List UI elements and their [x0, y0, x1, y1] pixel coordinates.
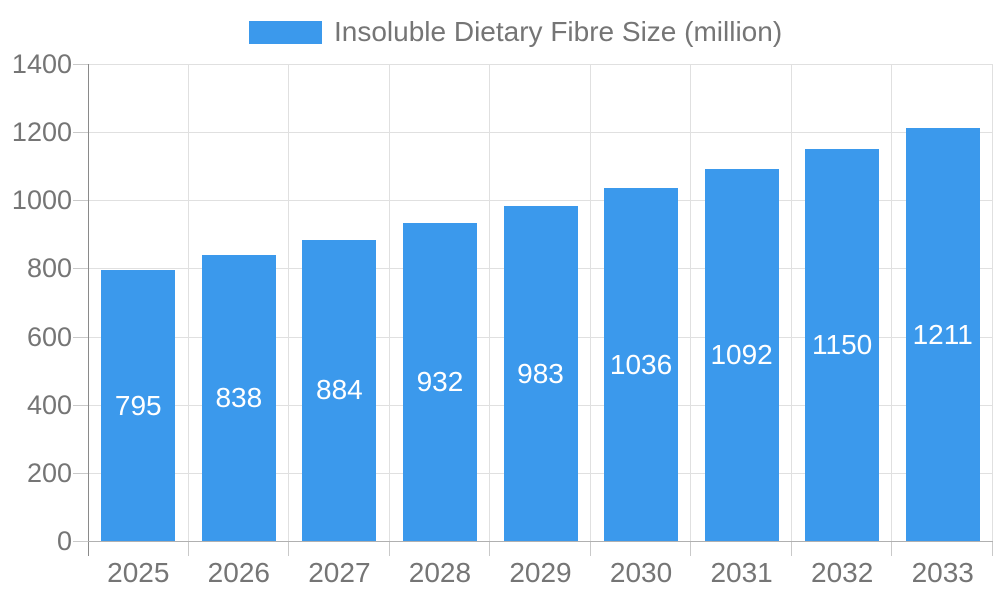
y-tick-label: 200: [26, 457, 72, 488]
y-gridline: [88, 64, 993, 65]
x-tick: [589, 541, 591, 556]
bar-value-label: 932: [416, 366, 464, 398]
x-tick: [489, 541, 491, 556]
bar: 795: [101, 270, 176, 541]
x-tick-label: 2025: [107, 557, 170, 588]
bar-value-label: 884: [316, 374, 363, 406]
x-tick: [891, 541, 893, 556]
x-tick-label: 2028: [408, 557, 472, 588]
x-tick: [88, 541, 89, 556]
x-tick: [187, 541, 189, 556]
x-tick: [992, 541, 993, 556]
y-tick: [73, 541, 88, 542]
y-tick: [73, 200, 88, 202]
bar: 1036: [604, 188, 679, 541]
bar: 838: [201, 255, 276, 541]
y-tick-label: 800: [26, 253, 72, 284]
bar: 1211: [905, 128, 980, 541]
bar-value-label: 838: [215, 382, 263, 414]
bar: 1150: [805, 149, 880, 541]
x-tick-label: 2029: [509, 557, 572, 588]
x-tick-label: 2027: [308, 557, 371, 588]
y-gridline: [88, 132, 993, 134]
y-tick: [73, 268, 88, 270]
x-tick-label: 2030: [609, 557, 673, 588]
x-tick: [690, 541, 692, 556]
bar-value-label: 795: [114, 389, 162, 421]
y-gridline: [88, 200, 993, 202]
y-tick: [73, 132, 88, 134]
legend-label: Insoluble Dietary Fibre Size (million): [334, 16, 783, 47]
y-tick: [73, 472, 88, 474]
bar-value-label: 1092: [710, 338, 773, 370]
x-tick-label: 2026: [207, 557, 270, 588]
bar: 983: [503, 206, 578, 541]
y-tick-label: 600: [26, 321, 72, 352]
bar: 932: [402, 223, 477, 541]
y-tick: [73, 404, 88, 406]
x-tick-label: 2031: [710, 557, 773, 588]
x-gridline: [992, 64, 993, 541]
y-tick-label: 1000: [11, 185, 72, 216]
y-tick-label: 1200: [11, 117, 72, 148]
y-tick-label: 400: [26, 389, 72, 420]
y-tick: [73, 336, 88, 338]
bar-value-label: 1211: [912, 318, 973, 350]
x-gridline: [589, 64, 591, 541]
x-gridline: [187, 64, 189, 541]
x-gridline: [288, 64, 290, 541]
x-tick-label: 2032: [811, 557, 874, 588]
y-axis-line: [88, 64, 89, 541]
y-tick: [73, 64, 88, 65]
x-gridline: [388, 64, 390, 541]
y-tick-label: 1400: [11, 49, 72, 79]
bar-value-label: 1150: [812, 329, 873, 361]
x-tick: [790, 541, 792, 556]
x-axis-line: [88, 541, 993, 542]
legend[interactable]: Insoluble Dietary Fibre Size (million): [249, 14, 782, 50]
x-gridline: [891, 64, 893, 541]
x-gridline: [790, 64, 792, 541]
x-gridline: [489, 64, 491, 541]
x-gridline: [690, 64, 692, 541]
legend-swatch: [249, 20, 322, 44]
x-tick: [388, 541, 390, 556]
bar-value-label: 983: [517, 357, 564, 389]
bar: 884: [302, 239, 377, 541]
x-tick: [288, 541, 290, 556]
bar-value-label: 1036: [609, 348, 673, 380]
bar: 1092: [704, 168, 779, 541]
y-tick-label: 0: [56, 526, 72, 556]
x-tick-label: 2033: [911, 557, 974, 588]
